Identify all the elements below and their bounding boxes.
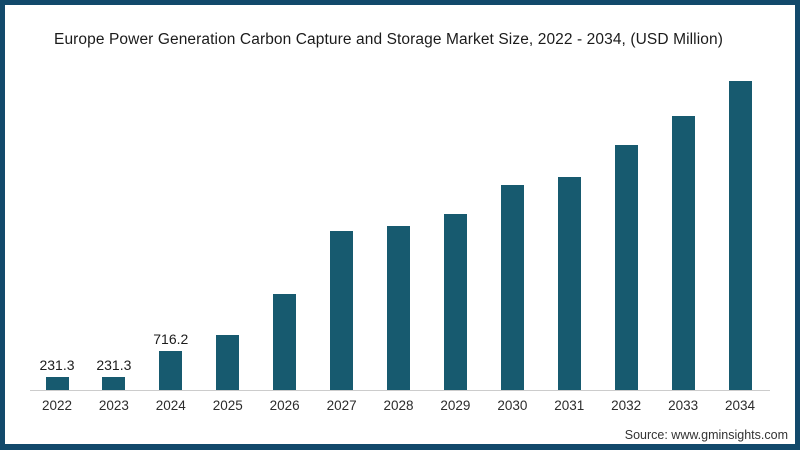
bar-value-label-2022: 231.3	[39, 357, 75, 374]
bar-2029	[443, 213, 467, 390]
x-tick-label-2031: 2031	[554, 398, 585, 413]
bar-2030	[500, 185, 524, 390]
x-tick-label-2034: 2034	[724, 398, 756, 413]
bar-2023	[102, 377, 126, 390]
x-tick-label-2025: 2025	[212, 398, 243, 413]
bar-2032	[614, 144, 638, 390]
x-tick-label-2029: 2029	[440, 398, 471, 413]
x-tick-label-2032: 2032	[611, 398, 642, 413]
chart-title: Europe Power Generation Carbon Capture a…	[54, 31, 723, 48]
source-note: Source: www.gminsights.com	[624, 428, 788, 442]
x-tick-label-2022: 2022	[41, 398, 73, 413]
x-tick-label-2026: 2026	[269, 398, 300, 413]
x-tick-label-2030: 2030	[497, 398, 528, 413]
plot-area: 231.3 2022 231.3 2023 716.2 2024 2025 2026 2027 2…	[5, 5, 795, 444]
x-tick-label-2028: 2028	[383, 398, 414, 413]
bar-2031	[557, 177, 581, 390]
bar-2022	[45, 377, 69, 390]
x-tick-label-2024: 2024	[155, 398, 186, 413]
x-axis-line	[30, 390, 770, 391]
bar-2026	[273, 294, 297, 390]
bar-value-label-2024: 716.2	[153, 331, 189, 348]
bar-2025	[216, 335, 240, 390]
bar-2034	[728, 81, 752, 390]
x-tick-label-2033: 2033	[668, 398, 699, 413]
bar-2028	[387, 225, 410, 390]
x-tick-label-2023: 2023	[98, 398, 129, 413]
bar-2027	[330, 231, 354, 390]
bar-2033	[671, 116, 695, 390]
bar-2024	[159, 351, 183, 390]
bar-value-label-2023: 231.3	[96, 357, 132, 374]
x-tick-label-2027: 2027	[326, 398, 357, 413]
